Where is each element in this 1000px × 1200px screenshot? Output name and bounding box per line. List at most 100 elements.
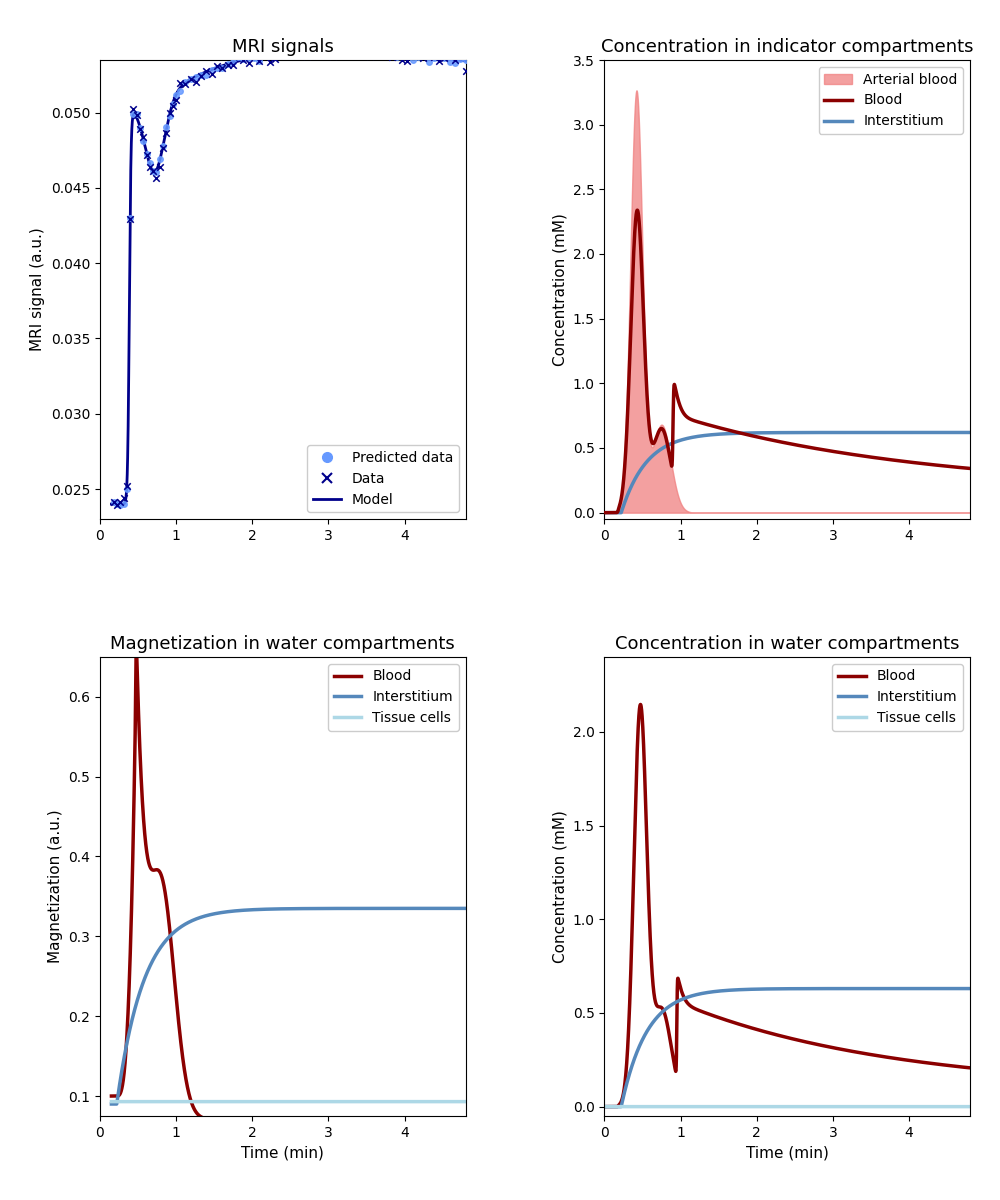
Point — [183, 70, 199, 89]
Point — [336, 43, 352, 62]
Blood — [460, 1112, 472, 1127]
Blood — [130, 640, 142, 654]
Point — [165, 94, 181, 113]
Point — [162, 107, 178, 126]
Point — [158, 124, 174, 143]
Point — [145, 162, 161, 181]
Point — [119, 476, 135, 496]
Point — [139, 145, 155, 164]
Point — [230, 44, 246, 64]
Point — [193, 65, 209, 84]
Tissue cells — [460, 1094, 472, 1109]
Point — [410, 42, 426, 61]
Y-axis label: MRI signal (a.u.): MRI signal (a.u.) — [30, 228, 45, 352]
Point — [148, 162, 164, 181]
Point — [214, 58, 230, 77]
Legend: Arterial blood, Blood, Interstitium: Arterial blood, Blood, Interstitium — [819, 67, 963, 134]
Point — [112, 496, 128, 515]
Point — [299, 40, 315, 59]
Point — [214, 59, 230, 78]
Point — [142, 157, 158, 176]
Blood — [738, 1019, 750, 1033]
Point — [399, 44, 415, 64]
Point — [122, 209, 138, 228]
Interstitium — [336, 901, 348, 916]
Point — [220, 55, 236, 74]
Title: Concentration in water compartments: Concentration in water compartments — [615, 635, 959, 653]
Point — [415, 46, 431, 65]
Point — [373, 43, 389, 62]
Point — [452, 44, 468, 64]
Point — [315, 36, 331, 55]
Point — [278, 42, 294, 61]
Point — [394, 47, 410, 66]
Point — [241, 48, 257, 67]
Tissue cells — [738, 1099, 750, 1114]
Point — [188, 67, 204, 86]
Point — [458, 50, 474, 70]
Point — [384, 47, 400, 66]
Point — [204, 65, 220, 84]
Point — [389, 48, 405, 67]
Blood — [170, 986, 182, 1001]
Point — [155, 136, 171, 155]
Blood — [635, 697, 647, 712]
Point — [246, 44, 262, 64]
Point — [262, 46, 278, 65]
Point — [325, 38, 341, 58]
Point — [152, 150, 168, 169]
Point — [116, 494, 132, 514]
Title: Concentration in indicator compartments: Concentration in indicator compartments — [601, 37, 973, 55]
Point — [235, 50, 251, 70]
Point — [220, 55, 236, 74]
Point — [447, 50, 463, 70]
Point — [188, 72, 204, 91]
Line: Interstitium: Interstitium — [604, 989, 970, 1106]
Point — [125, 100, 141, 119]
Point — [198, 61, 214, 80]
Point — [341, 44, 357, 64]
Point — [362, 43, 378, 62]
Tissue cells — [397, 1094, 409, 1109]
Point — [352, 38, 368, 58]
Point — [426, 48, 442, 67]
Point — [368, 44, 384, 64]
Point — [394, 50, 410, 70]
Point — [421, 44, 437, 64]
Line: Blood: Blood — [604, 704, 970, 1106]
Point — [336, 42, 352, 61]
Point — [331, 35, 347, 54]
Interstitium — [105, 1097, 117, 1111]
Point — [458, 61, 474, 80]
Blood — [397, 1112, 409, 1127]
Point — [415, 48, 431, 67]
Tissue cells — [964, 1099, 976, 1114]
Point — [235, 50, 251, 70]
Point — [325, 47, 341, 66]
Interstitium — [871, 982, 883, 996]
Point — [346, 42, 362, 61]
Point — [158, 118, 174, 137]
Point — [294, 42, 310, 61]
Point — [112, 492, 128, 511]
Point — [384, 42, 400, 61]
Point — [426, 48, 442, 67]
Point — [410, 47, 426, 66]
Point — [204, 61, 220, 80]
Point — [119, 480, 135, 499]
Point — [177, 72, 193, 91]
Point — [162, 104, 178, 124]
Point — [125, 104, 141, 124]
Tissue cells — [318, 1094, 330, 1109]
Point — [132, 119, 148, 138]
Point — [272, 44, 288, 64]
Point — [246, 48, 262, 67]
Y-axis label: Concentration (mM): Concentration (mM) — [552, 214, 567, 366]
Point — [145, 162, 161, 181]
Point — [442, 44, 458, 64]
Blood — [370, 1112, 382, 1127]
Point — [362, 47, 378, 66]
Interstitium — [818, 982, 830, 996]
Interstitium — [370, 901, 382, 916]
Interstitium — [738, 983, 750, 997]
